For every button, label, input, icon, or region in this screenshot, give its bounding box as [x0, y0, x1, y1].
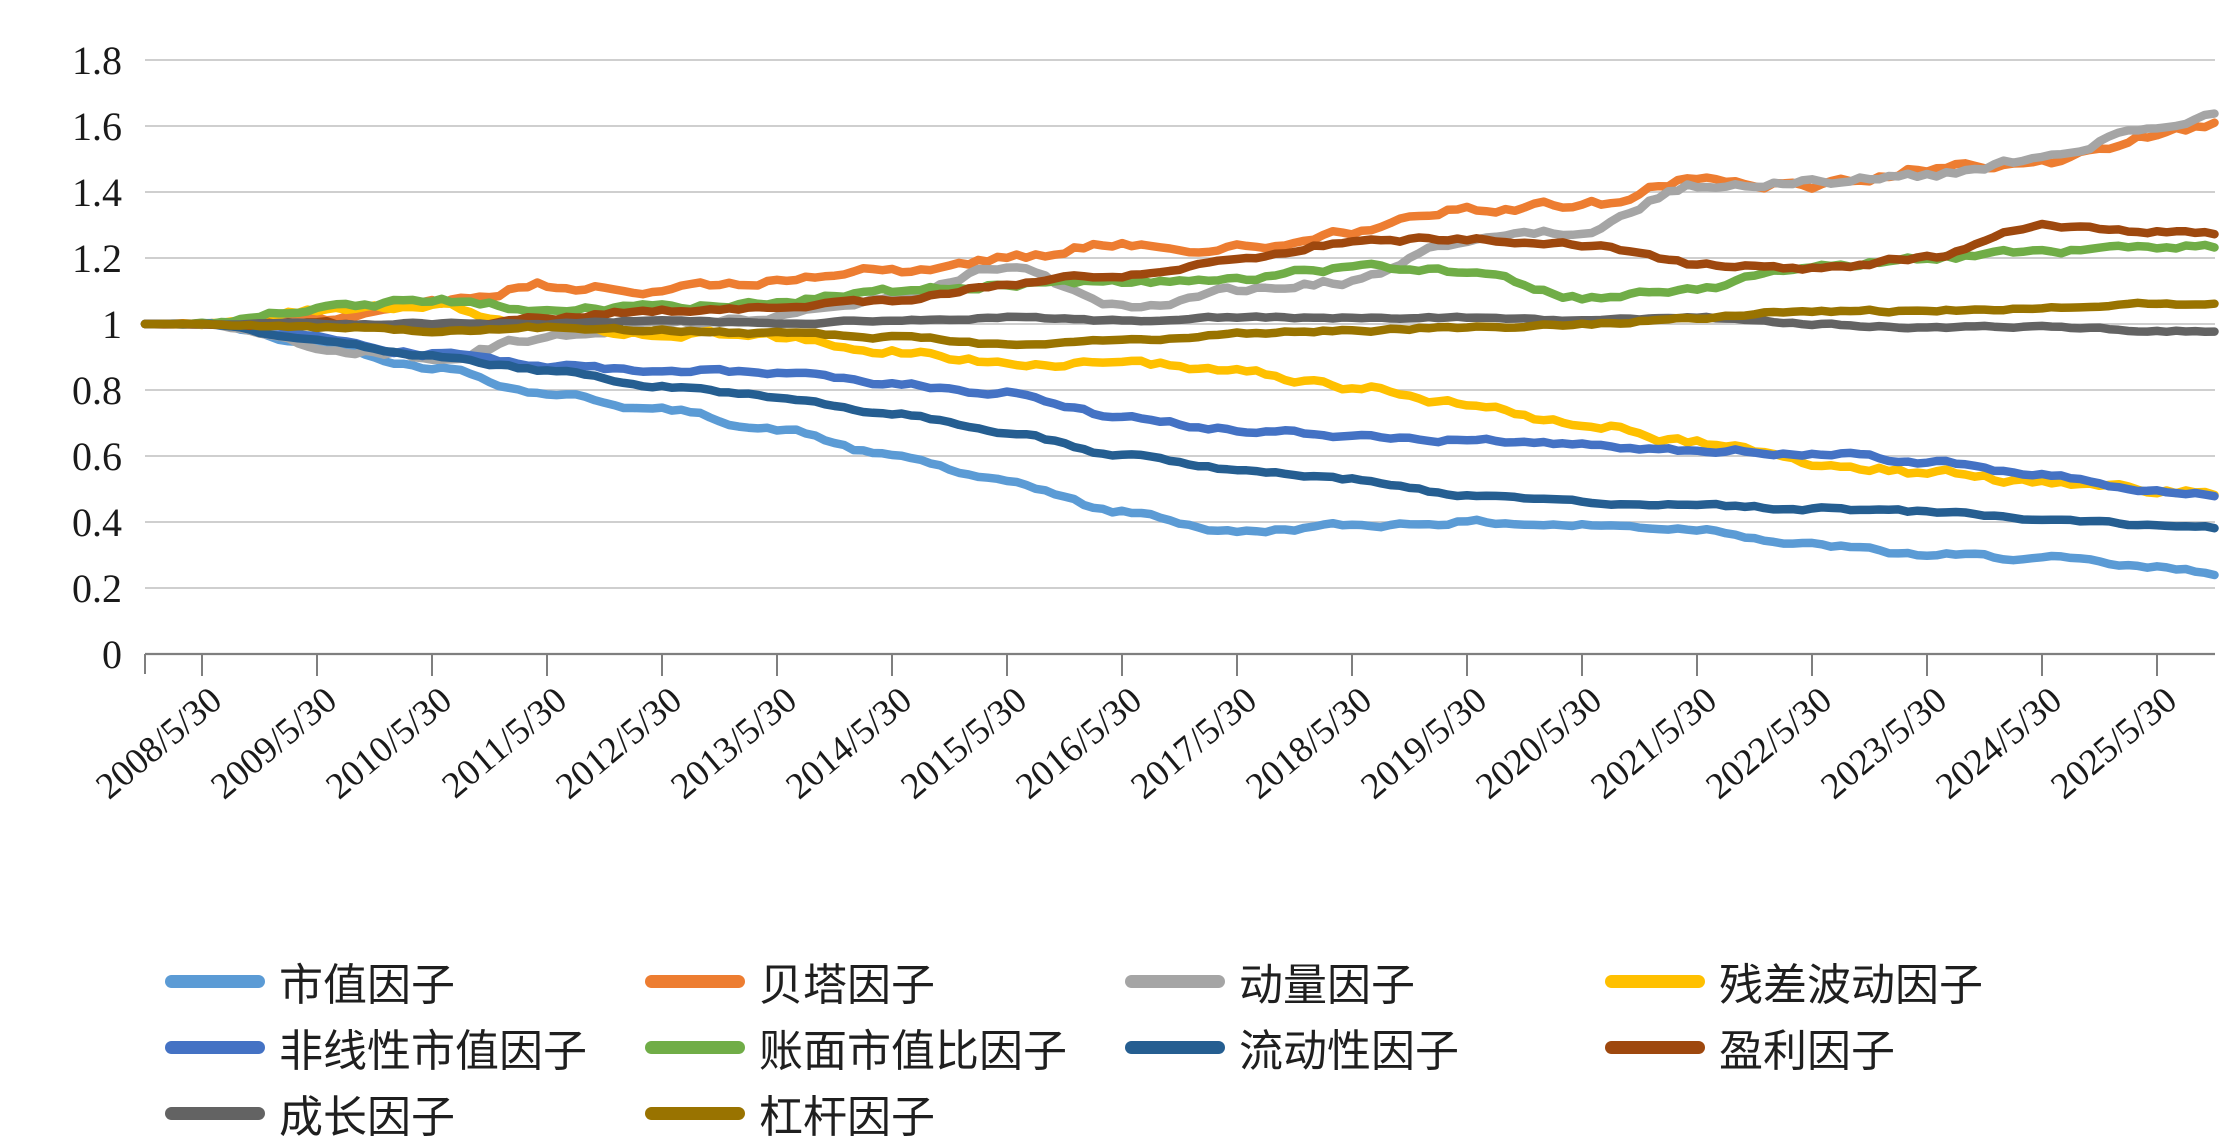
series-line-8 [140, 312, 2219, 337]
x-axis-tick-label: 2022/5/30 [1698, 679, 1839, 807]
x-axis-tick-label: 2021/5/30 [1583, 679, 1724, 807]
legend-label: 贝塔因子 [759, 961, 935, 1010]
legend-label: 账面市值比因子 [759, 1027, 1067, 1076]
legend-swatch-icon [1605, 1040, 1705, 1054]
legend-item-2: 动量因子 [1125, 948, 1605, 1014]
legend-label: 残差波动因子 [1719, 961, 1983, 1010]
x-axis-tick-label: 2013/5/30 [663, 679, 804, 807]
legend-swatch-icon [645, 1040, 745, 1054]
legend-label: 盈利因子 [1719, 1027, 1895, 1076]
series-line-9 [140, 298, 2219, 350]
x-axis-tick-label: 2025/5/30 [2043, 679, 2184, 807]
x-axis-tick-label: 2024/5/30 [1928, 679, 2069, 807]
legend-swatch-icon [165, 974, 265, 988]
y-axis-tick-label: 0.2 [72, 566, 122, 611]
x-axis-tick-label: 2016/5/30 [1008, 679, 1149, 807]
y-axis-tick-label: 0 [102, 632, 122, 677]
series-line-6 [140, 319, 2219, 533]
series-line-3 [140, 299, 2219, 500]
y-axis-tick-label: 0.6 [72, 434, 122, 479]
legend-swatch-icon [165, 1040, 265, 1054]
legend-item-1: 贝塔因子 [645, 948, 1125, 1014]
y-axis-tick-label: 0.8 [72, 368, 122, 413]
legend-item-3: 残差波动因子 [1605, 948, 2085, 1014]
y-axis-tick-label: 1.6 [72, 104, 122, 149]
series-line-2 [140, 109, 2219, 364]
x-axis-tick-label: 2017/5/30 [1123, 679, 1264, 807]
chart-legend: 市值因子 贝塔因子 动量因子 残差波动因子非线性市值因子 账面市值比因子 流动性因子 盈利因… [165, 948, 2115, 1136]
legend-label: 流动性因子 [1239, 1027, 1459, 1076]
legend-label: 杠杆因子 [759, 1093, 935, 1136]
factor-cumulative-line-chart: 1.8 1.6 1.4 1.2 1 0.8 0.6 0.4 0.2 02008/5/302009/… [72, 38, 2219, 807]
x-axis-tick-label: 2019/5/30 [1353, 679, 1494, 807]
legend-item-8: 成长因子 [165, 1080, 645, 1136]
legend-item-7: 盈利因子 [1605, 1014, 2085, 1080]
legend-swatch-icon [645, 1106, 745, 1120]
legend-swatch-icon [1125, 1040, 1225, 1054]
x-axis-tick-label: 2008/5/30 [88, 679, 229, 807]
x-axis-tick-label: 2009/5/30 [203, 679, 344, 807]
x-axis-tick-label: 2020/5/30 [1468, 679, 1609, 807]
legend-item-0: 市值因子 [165, 948, 645, 1014]
legend-label: 市值因子 [279, 961, 455, 1010]
legend-item-4: 非线性市值因子 [165, 1014, 645, 1080]
x-axis-tick-label: 2023/5/30 [1813, 679, 1954, 807]
legend-label: 成长因子 [279, 1093, 455, 1136]
x-axis-tick-label: 2018/5/30 [1238, 679, 1379, 807]
x-axis-tick-label: 2015/5/30 [893, 679, 1034, 807]
y-axis-tick-label: 0.4 [72, 500, 122, 545]
x-axis-tick-label: 2011/5/30 [435, 679, 575, 806]
legend-item-6: 流动性因子 [1125, 1014, 1605, 1080]
legend-label: 动量因子 [1239, 961, 1415, 1010]
x-axis-tick-label: 2012/5/30 [548, 679, 689, 807]
y-axis-tick-label: 1.4 [72, 170, 122, 215]
legend-label: 非线性市值因子 [279, 1027, 587, 1076]
legend-swatch-icon [1605, 974, 1705, 988]
legend-swatch-icon [165, 1106, 265, 1120]
legend-item-5: 账面市值比因子 [645, 1014, 1125, 1080]
series-line-4 [140, 318, 2219, 501]
y-axis-tick-label: 1.2 [72, 236, 122, 281]
series-line-0 [140, 319, 2219, 580]
y-axis-tick-label: 1.8 [72, 38, 122, 83]
legend-item-9: 杠杆因子 [645, 1080, 1125, 1136]
y-axis-tick-label: 1 [102, 302, 122, 347]
series-line-1 [140, 118, 2219, 330]
legend-swatch-icon [1125, 974, 1225, 988]
x-axis-tick-label: 2010/5/30 [318, 679, 459, 807]
x-axis-tick-label: 2014/5/30 [778, 679, 919, 807]
legend-swatch-icon [645, 974, 745, 988]
